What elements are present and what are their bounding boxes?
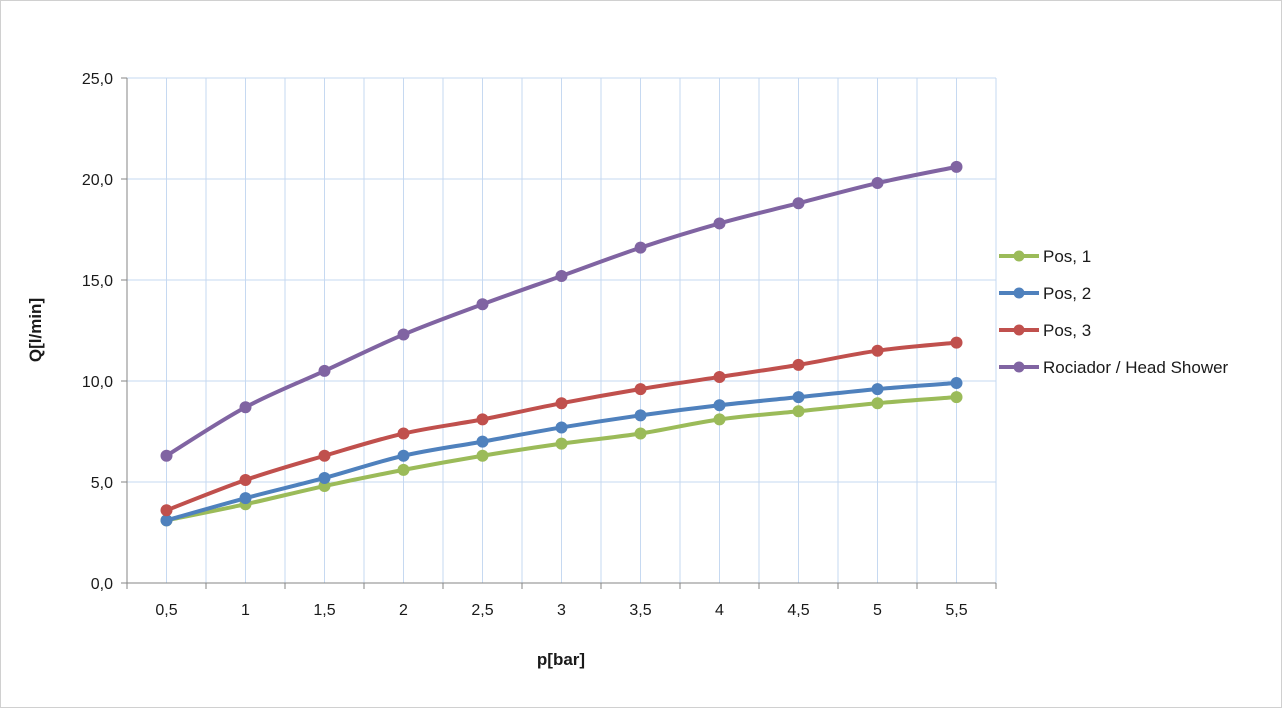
data-point [476,449,489,462]
x-tick-label: 5,5 [945,602,967,619]
data-point [555,397,568,410]
legend-marker [1013,287,1025,299]
data-point [950,377,963,390]
axes [121,77,997,589]
x-tick-label: 3 [557,602,566,619]
data-point [713,370,726,383]
data-point [871,177,884,190]
x-tick-label: 4,5 [787,602,809,619]
x-tick-label: 2,5 [471,602,493,619]
data-point [239,473,252,486]
data-point [476,413,489,426]
data-point [397,427,410,440]
y-tick-label: 25,0 [82,71,113,88]
y-tick-labels: 0,0 5,0 10,0 15,0 20,0 25,0 [82,71,113,593]
grid-lines [126,77,997,584]
legend-marker [1013,324,1025,336]
legend-item: Pos, 1 [999,247,1091,266]
x-tick-label: 1 [241,602,250,619]
legend-item: Rociador / Head Shower [999,358,1229,377]
data-point [950,391,963,404]
x-tick-label: 0,5 [155,602,177,619]
data-point [950,160,963,173]
data-point [476,435,489,448]
data-point [318,471,331,484]
data-point [397,449,410,462]
x-tick-label: 1,5 [313,602,335,619]
data-point [555,269,568,282]
data-point [871,383,884,396]
x-tick-label: 4 [715,602,724,619]
data-point [634,383,647,396]
data-point [792,358,805,371]
series-3 [160,336,963,517]
data-point [318,364,331,377]
data-point [634,409,647,422]
data-point [634,427,647,440]
data-point [792,391,805,404]
data-point [871,344,884,357]
legend-label: Pos, 3 [1043,321,1091,340]
legend-marker [1013,250,1025,262]
y-tick-label: 20,0 [82,172,113,189]
series-2 [160,377,963,527]
data-point [555,437,568,450]
data-point [160,504,173,517]
data-point [160,449,173,462]
data-point [318,449,331,462]
legend-label: Pos, 2 [1043,284,1091,303]
x-tick-labels: 0,5 1 1,5 2 2,5 3 3,5 4 4,5 5 5,5 [155,602,967,619]
legend-marker [1013,361,1025,373]
data-point [713,217,726,230]
data-point [792,197,805,210]
legend-item: Pos, 3 [999,321,1091,340]
data-point [634,241,647,254]
series-4 [160,160,963,462]
legend-label: Rociador / Head Shower [1043,358,1229,377]
x-tick-label: 5 [873,602,882,619]
y-axis-title: Q[l/min] [26,298,45,362]
data-point [713,413,726,426]
data-point [160,514,173,527]
x-tick-label: 3,5 [629,602,651,619]
y-tick-label: 0,0 [91,576,113,593]
data-point [239,492,252,505]
legend: Pos, 1 Pos, 2 Pos, 3 Rociador / Head Shower [999,247,1229,377]
data-point [792,405,805,418]
legend-label: Pos, 1 [1043,247,1091,266]
legend-item: Pos, 2 [999,284,1091,303]
x-axis-title: p[bar] [537,650,585,669]
data-point [397,463,410,476]
series-group [160,160,963,527]
y-tick-label: 15,0 [82,273,113,290]
y-tick-label: 10,0 [82,374,113,391]
data-point [871,397,884,410]
data-point [476,298,489,311]
data-point [950,336,963,349]
series-1 [160,391,963,527]
data-point [239,401,252,414]
data-point [713,399,726,412]
data-point [555,421,568,434]
x-tick-label: 2 [399,602,408,619]
y-tick-label: 5,0 [91,475,113,492]
data-point [397,328,410,341]
